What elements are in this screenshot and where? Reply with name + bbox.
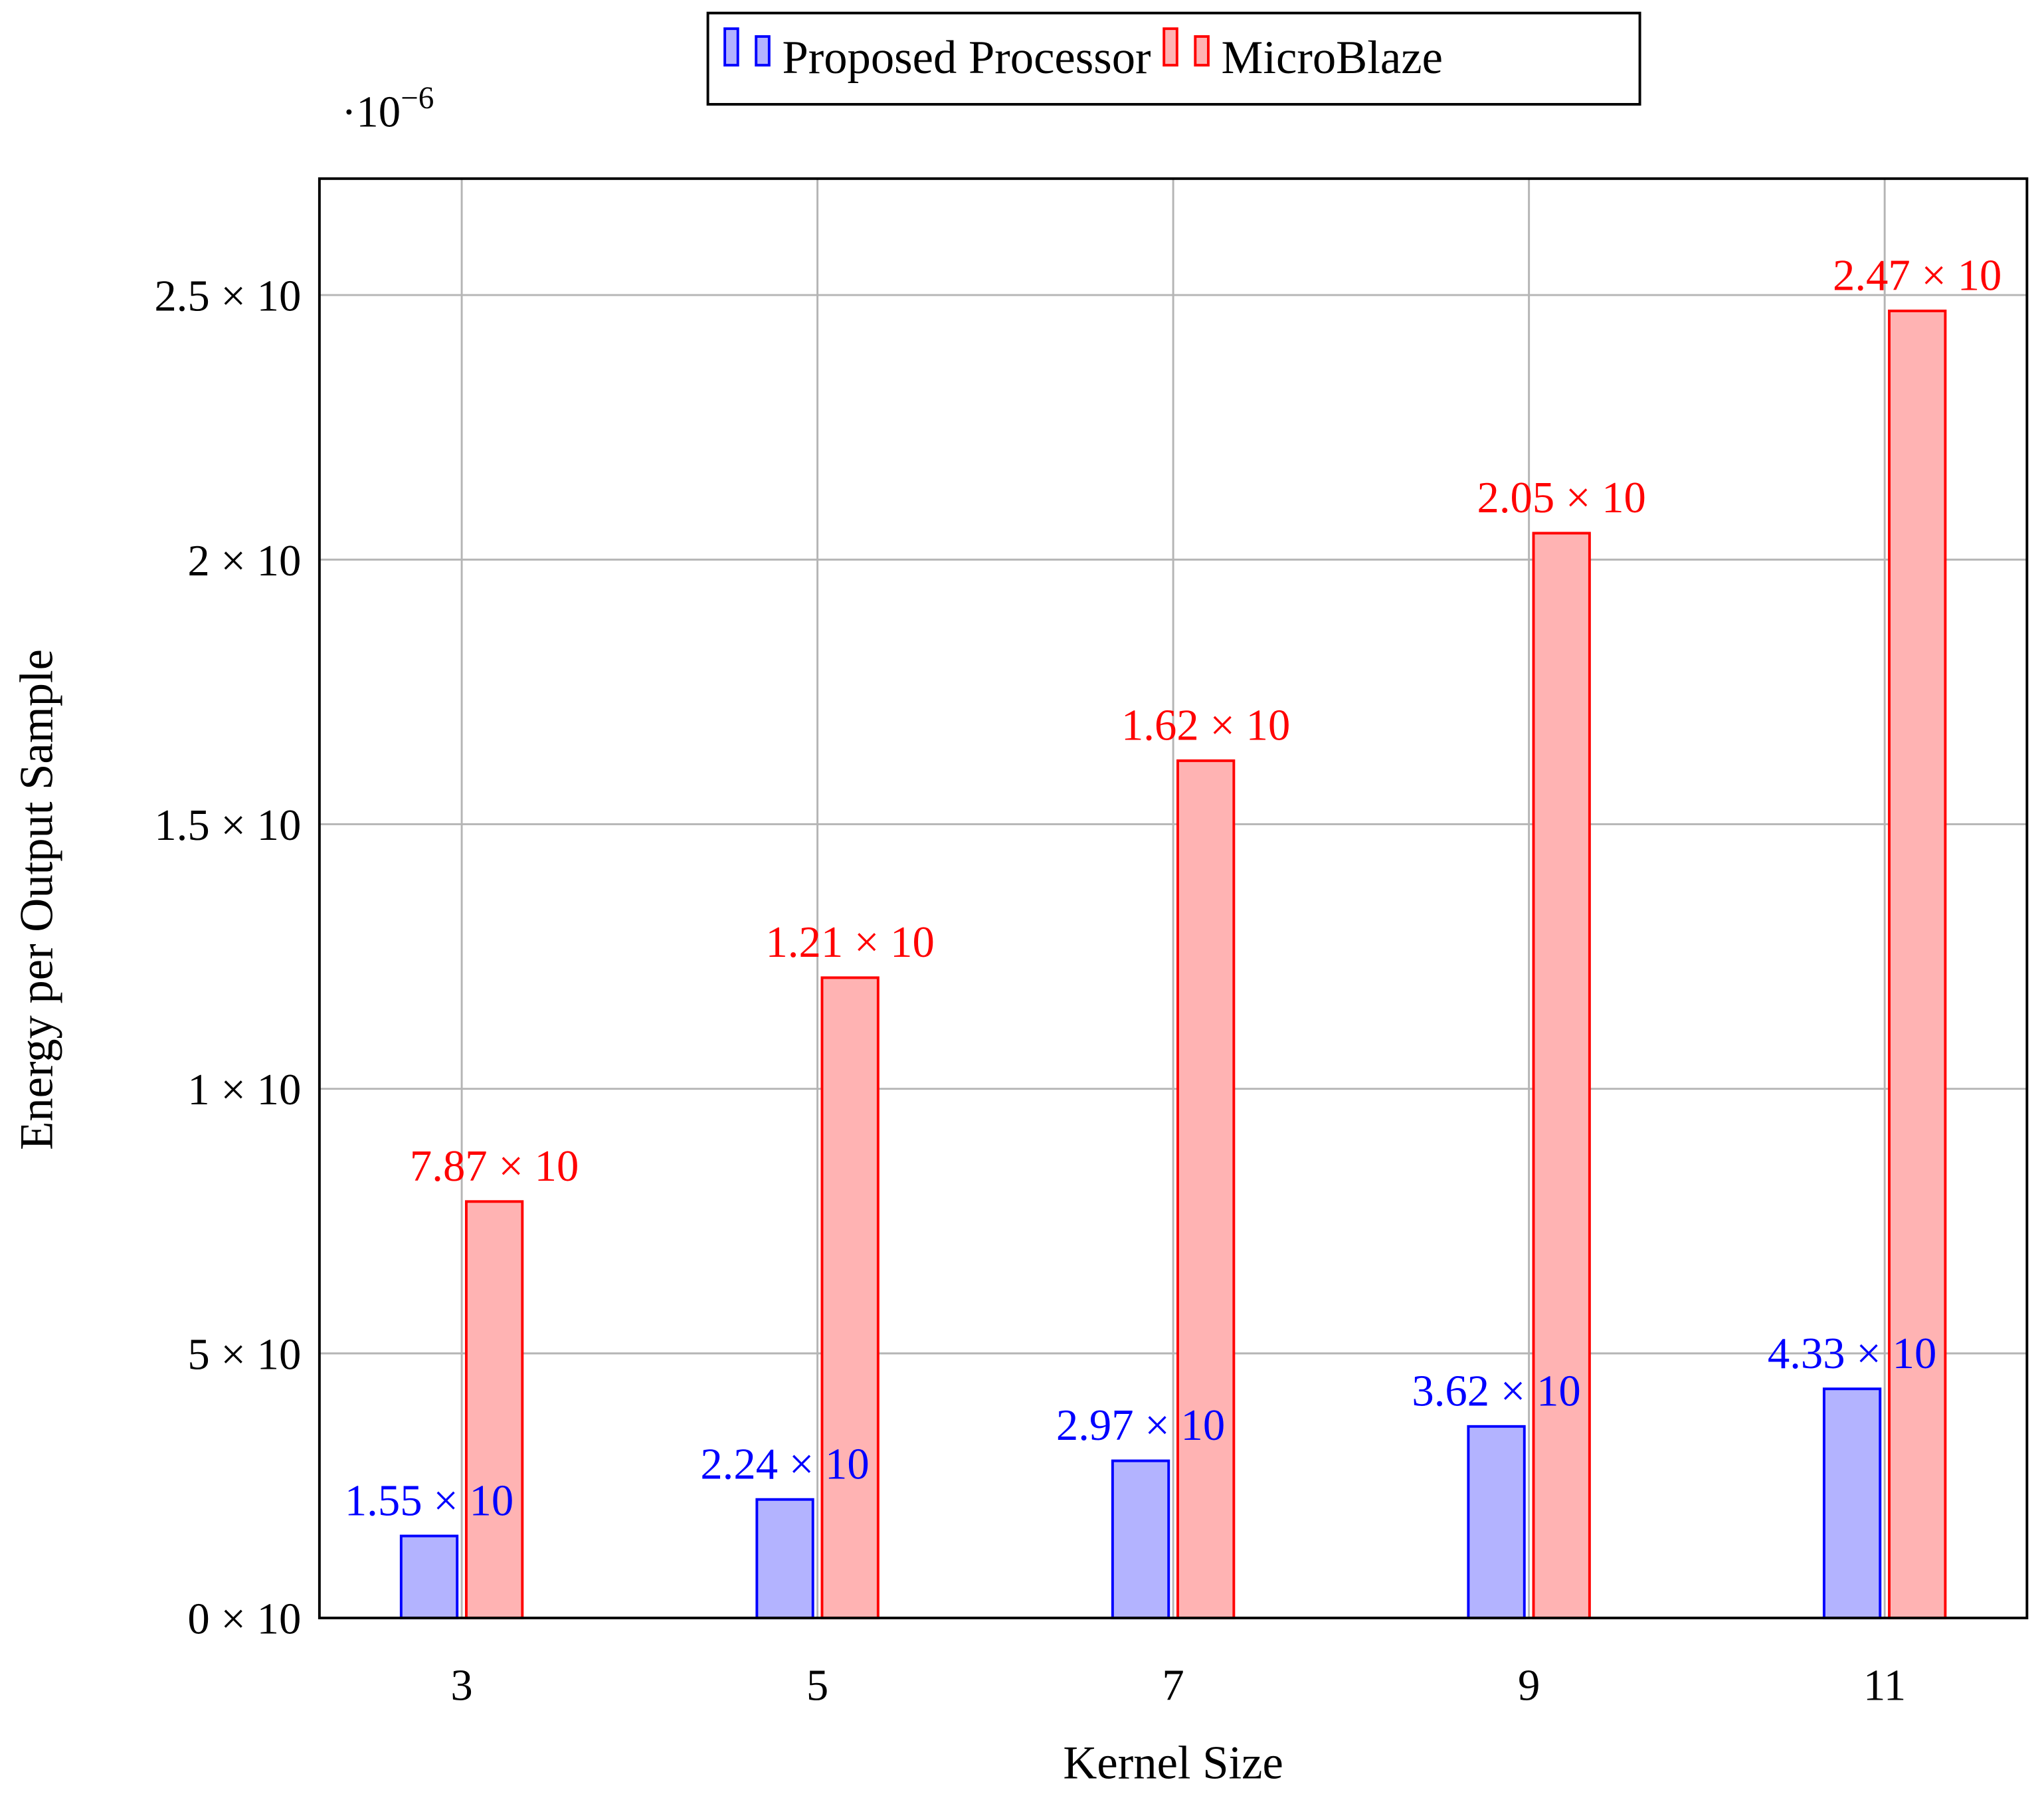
bar [1888,309,1947,1620]
y-tick-label: 0 × 10 [187,1595,301,1644]
data-label: 2.05 × 10 [1477,474,1645,522]
data-label: 1.55 × 10 [345,1476,513,1525]
y-scale-base: ·10 [341,88,401,136]
x-tick-label: 11 [1863,1662,1906,1710]
y-tick-label: 2.5 × 10 [154,272,301,321]
legend-label: MicroBlaze [1222,32,1443,84]
y-scale-exponent: −6 [401,81,434,116]
bar [1532,532,1591,1620]
legend-swatch [755,35,771,67]
bars [399,309,1947,1620]
y-axis-label: Energy per Output Sample [11,649,63,1150]
data-label: 3.62 × 10 [1412,1367,1580,1415]
y-tick-label: 2 × 10 [187,537,301,585]
y-scale: ·10−6 [341,81,434,136]
bar [1822,1387,1882,1620]
legend-swatch [1194,35,1210,67]
x-tick-label: 9 [1518,1662,1540,1710]
bar [1111,1459,1170,1620]
legend-swatch [1162,27,1178,67]
data-label: 7.87 × 10 [410,1142,579,1191]
x-tick-label: 5 [806,1662,828,1710]
y-tick-label: 1.5 × 10 [154,801,301,850]
bar [1176,759,1236,1620]
data-label: 4.33 × 10 [1768,1330,1936,1378]
data-label: 2.97 × 10 [1056,1401,1225,1450]
bar [1467,1425,1526,1620]
x-tick-label: 7 [1162,1662,1184,1710]
legend-label: Proposed Processor [782,32,1151,84]
data-label: 2.47 × 10 [1833,252,2001,300]
plot-frame [318,177,2029,1620]
legend-swatch [723,27,739,67]
bar [755,1498,814,1620]
bar [399,1534,459,1620]
bar [464,1200,524,1620]
y-tick-label: 1 × 10 [187,1066,301,1114]
grid [319,178,2027,1619]
data-label: 1.21 × 10 [765,918,934,967]
data-label: 2.24 × 10 [700,1440,869,1488]
x-axis-label: Kernel Size [1063,1737,1283,1789]
y-tick-label: 5 × 10 [187,1330,301,1379]
x-tick-label: 3 [450,1662,472,1710]
bar [820,976,880,1620]
data-label: 1.62 × 10 [1121,701,1290,749]
